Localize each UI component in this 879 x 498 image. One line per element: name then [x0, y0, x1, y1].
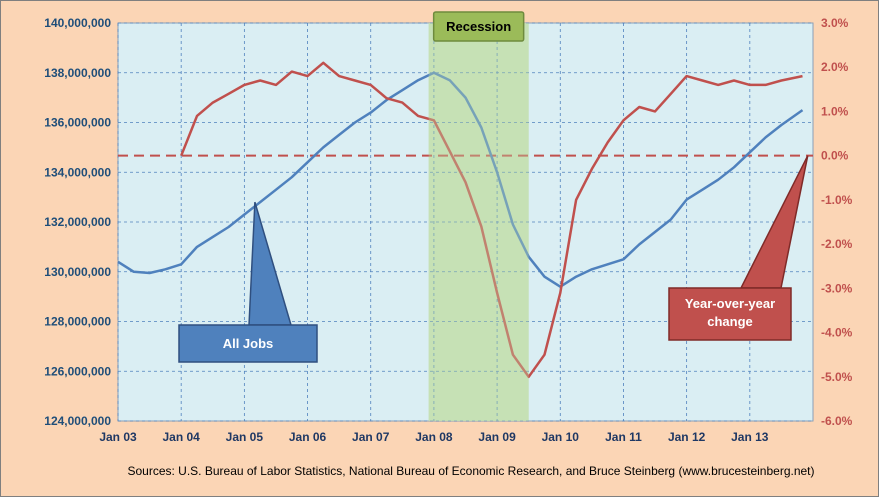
yoy-callout-label-line: change	[707, 314, 753, 329]
x-axis-tick-label: Jan 05	[226, 430, 264, 444]
x-axis-tick-label: Jan 12	[668, 430, 706, 444]
x-axis-tick-label: Jan 10	[542, 430, 580, 444]
left-axis-tick-label: 140,000,000	[44, 16, 111, 30]
all-jobs-line	[117, 71, 804, 288]
left-axis-tick-label: 136,000,000	[44, 116, 111, 130]
right-axis-tick-label: 0.0%	[821, 149, 849, 163]
left-axis-tick-label: 126,000,000	[44, 364, 111, 378]
x-axis-tick-label: Jan 04	[163, 430, 201, 444]
right-axis-tick-label: -3.0%	[821, 281, 853, 295]
recession-label: Recession	[446, 19, 511, 34]
x-axis-tick-label: Jan 08	[415, 430, 453, 444]
left-axis-tick-label: 124,000,000	[44, 414, 111, 428]
right-axis-tick-label: 1.0%	[821, 104, 849, 118]
right-axis-tick-label: -6.0%	[821, 414, 853, 428]
all-jobs-callout-box	[178, 324, 318, 363]
right-axis-tick-label: -5.0%	[821, 370, 853, 384]
all-jobs-callout-label: All Jobs	[223, 336, 274, 351]
recession-overlay	[428, 23, 529, 421]
x-axis-tick-label: Jan 11	[605, 430, 642, 444]
source-note: Sources: U.S. Bureau of Labor Statistics…	[127, 464, 814, 478]
x-axis-tick-label: Jan 07	[352, 430, 390, 444]
left-axis-tick-label: 132,000,000	[44, 215, 111, 229]
recession-label-box	[432, 11, 525, 42]
x-axis-tick-label: Jan 06	[289, 430, 327, 444]
right-axis-tick-label: -1.0%	[821, 193, 853, 207]
x-axis-tick-label: Jan 13	[731, 430, 769, 444]
right-axis-tick-label: -4.0%	[821, 326, 853, 340]
x-axis-tick-label: Jan 03	[99, 430, 137, 444]
left-axis-tick-label: 128,000,000	[44, 315, 111, 329]
yoy-callout-label-line: Year-over-year	[685, 296, 775, 311]
x-axis-tick-label: Jan 09	[478, 430, 516, 444]
left-axis-tick-label: 134,000,000	[44, 165, 111, 179]
left-axis-tick-label: 138,000,000	[44, 66, 111, 80]
right-axis-tick-label: 2.0%	[821, 60, 849, 74]
yoy-callout-box	[668, 287, 792, 341]
right-axis-tick-label: 3.0%	[821, 16, 849, 30]
left-axis-tick-label: 130,000,000	[44, 265, 111, 279]
yoy-change-line	[180, 61, 803, 379]
right-axis-tick-label: -2.0%	[821, 237, 853, 251]
